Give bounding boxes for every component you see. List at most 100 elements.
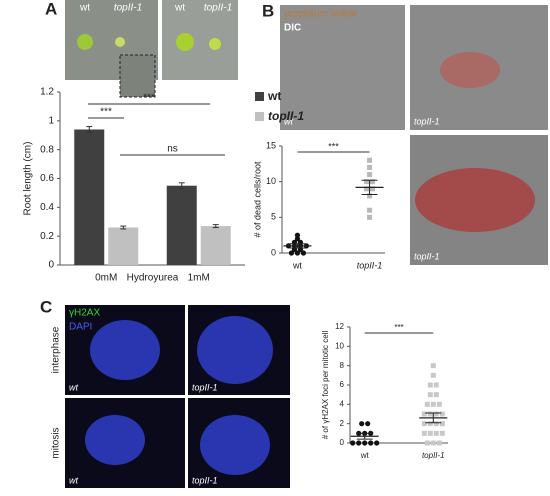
seedling bbox=[77, 34, 93, 50]
point bbox=[294, 250, 301, 256]
point bbox=[439, 421, 445, 427]
significance-label: *** bbox=[143, 93, 155, 104]
point bbox=[364, 179, 370, 185]
seedling bbox=[115, 37, 125, 47]
image-label: topII-1 bbox=[192, 382, 218, 392]
y-tick-label: 0.8 bbox=[40, 144, 54, 155]
point bbox=[427, 411, 433, 417]
nucleus bbox=[90, 320, 160, 380]
significance-label: *** bbox=[328, 141, 339, 151]
significance-label: ns bbox=[167, 144, 178, 155]
point bbox=[350, 440, 356, 446]
x-tick-label: 0mM bbox=[95, 273, 117, 284]
y-tick-label: 10 bbox=[266, 176, 276, 186]
y-axis-label: # of dead cells/root bbox=[252, 161, 262, 238]
nucleus bbox=[200, 415, 270, 475]
stain-label: propidium iodide bbox=[284, 9, 358, 20]
y-tick-label: 10 bbox=[335, 341, 344, 350]
y-tick-label: 0.4 bbox=[40, 202, 54, 213]
point bbox=[294, 236, 301, 242]
point bbox=[430, 401, 436, 407]
point bbox=[433, 392, 439, 398]
point bbox=[374, 440, 380, 446]
legend-label: topII-1 bbox=[268, 109, 304, 123]
image-label: wt bbox=[284, 116, 293, 126]
x-tick-label: wt bbox=[292, 260, 302, 270]
y-tick-label: 0 bbox=[340, 438, 345, 447]
stain-label: DIC bbox=[284, 23, 301, 34]
point bbox=[359, 421, 365, 427]
stain-label: DAPI bbox=[69, 322, 92, 333]
significance-label: *** bbox=[100, 107, 112, 118]
point bbox=[421, 421, 427, 427]
photo-label: wt bbox=[174, 3, 185, 14]
photo-label: wt bbox=[79, 3, 90, 14]
y-tick-label: 4 bbox=[340, 399, 345, 408]
point bbox=[436, 401, 442, 407]
point bbox=[370, 179, 376, 185]
x-tick-label: topII-1 bbox=[357, 260, 383, 270]
point bbox=[421, 430, 427, 436]
row-label: mitosis bbox=[51, 427, 62, 458]
point bbox=[367, 193, 373, 199]
photo bbox=[162, 0, 238, 80]
point bbox=[368, 440, 374, 446]
photo-label: topII-1 bbox=[204, 3, 232, 14]
point bbox=[427, 392, 433, 398]
x-tick-label: wt bbox=[360, 451, 370, 460]
point bbox=[424, 401, 430, 407]
bar bbox=[200, 226, 231, 265]
point bbox=[370, 186, 376, 192]
point bbox=[367, 164, 373, 170]
panel-label: C bbox=[40, 297, 52, 316]
stain bbox=[415, 168, 535, 232]
x-axis-label: Hydroyurea bbox=[127, 273, 179, 284]
y-tick-label: 1.2 bbox=[40, 87, 54, 98]
point bbox=[367, 207, 373, 213]
image-label: wt bbox=[69, 475, 78, 485]
x-tick-label: 1mM bbox=[188, 273, 210, 284]
inset bbox=[119, 54, 156, 98]
y-tick-label: 0.2 bbox=[40, 231, 54, 242]
point bbox=[430, 372, 436, 378]
legend-swatch bbox=[255, 112, 264, 121]
bar bbox=[74, 129, 105, 265]
panel-label: B bbox=[262, 1, 274, 20]
y-tick-label: 5 bbox=[271, 212, 276, 222]
y-tick-label: 1 bbox=[48, 115, 54, 126]
y-tick-label: 6 bbox=[340, 380, 345, 389]
y-axis-label: Root length (cm) bbox=[23, 142, 34, 216]
point bbox=[436, 440, 442, 446]
legend-swatch bbox=[255, 92, 264, 101]
seedling bbox=[176, 33, 194, 51]
y-tick-label: 0.6 bbox=[40, 173, 54, 184]
point bbox=[294, 232, 301, 238]
image-label: topII-1 bbox=[192, 475, 218, 485]
point bbox=[439, 411, 445, 417]
point bbox=[439, 430, 445, 436]
y-axis-label: # of γH2AX foci per mitotic cell bbox=[321, 331, 330, 440]
row-label: interphase bbox=[51, 326, 62, 373]
stain-label: γH2AX bbox=[69, 308, 100, 319]
bar bbox=[108, 227, 139, 265]
legend-label: wt bbox=[267, 89, 281, 103]
point bbox=[364, 186, 370, 192]
image-label: wt bbox=[69, 382, 78, 392]
point bbox=[300, 250, 307, 256]
stain bbox=[440, 52, 500, 88]
y-tick-label: 8 bbox=[340, 361, 345, 370]
point bbox=[424, 440, 430, 446]
point bbox=[430, 440, 436, 446]
y-tick-label: 15 bbox=[266, 140, 276, 150]
point bbox=[288, 250, 295, 256]
seedling bbox=[209, 38, 221, 50]
image-label: topII-1 bbox=[414, 116, 440, 126]
y-tick-label: 2 bbox=[340, 419, 345, 428]
point bbox=[433, 411, 439, 417]
point bbox=[430, 363, 436, 369]
point bbox=[365, 421, 371, 427]
nucleus bbox=[85, 415, 145, 465]
point bbox=[427, 421, 433, 427]
significance-label: *** bbox=[394, 323, 403, 332]
